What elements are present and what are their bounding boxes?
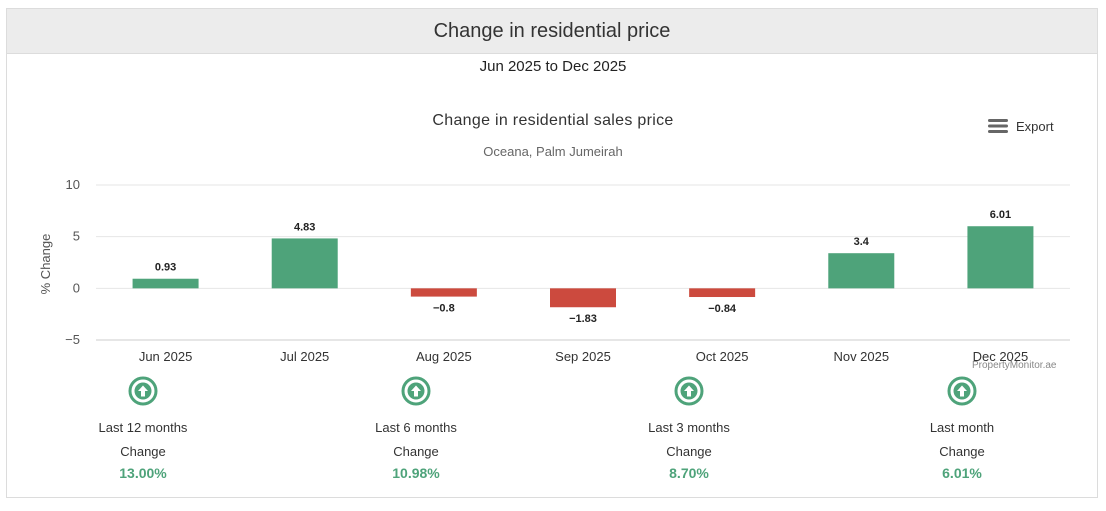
arrow-up-circle-icon: [128, 376, 158, 406]
chart-title: Change in residential sales price: [432, 112, 674, 129]
arrow-up-circle-icon: [947, 376, 977, 406]
data-label: −1.83: [569, 313, 597, 325]
bar: [410, 288, 477, 297]
x-tick-label: Jul 2025: [280, 349, 329, 364]
export-label: Export: [1016, 118, 1054, 134]
stat-last-3-months: Last 3 months Change 8.70%: [599, 376, 779, 481]
stat-period: Last month: [929, 420, 995, 435]
x-tick-label: Oct 2025: [696, 349, 749, 364]
y-axis-label: % Change: [38, 234, 53, 295]
arrow-up-circle-icon: [674, 376, 704, 406]
y-tick-label: 0: [73, 280, 80, 295]
export-button[interactable]: Export: [988, 118, 1054, 134]
stat-label: Change: [393, 444, 439, 459]
stat-label: Change: [939, 444, 985, 459]
stat-value: 6.01%: [942, 465, 982, 481]
x-tick-label: Aug 2025: [416, 349, 472, 364]
data-label: 4.83: [294, 221, 315, 233]
y-tick-label: 10: [66, 177, 80, 192]
y-tick-label: −5: [65, 332, 80, 347]
stat-value: 13.00%: [119, 465, 167, 481]
bar: [689, 288, 756, 298]
price-change-card: Change in residential price: [6, 8, 1098, 498]
stat-value: 8.70%: [669, 465, 709, 481]
stat-label: Change: [666, 444, 712, 459]
x-tick-label: Sep 2025: [555, 349, 611, 364]
stat-last-month: Last month Change 6.01%: [872, 376, 1052, 481]
y-tick-label: 5: [73, 229, 80, 244]
stat-period: Last 3 months: [648, 420, 730, 435]
chart-subtitle: Oceana, Palm Jumeirah: [483, 144, 623, 159]
bar: [550, 288, 616, 308]
x-tick-label: Nov 2025: [833, 349, 889, 364]
credit-text: PropertyMonitor.ae: [972, 360, 1057, 371]
data-label: −0.84: [708, 303, 737, 315]
data-label: 6.01: [990, 209, 1011, 221]
card-title: Change in residential price: [433, 19, 671, 42]
bar: [132, 278, 199, 289]
menu-icon: [988, 119, 1008, 133]
bar: [828, 253, 895, 289]
bar-chart: 10 5 0 −5 0.93 Jun 2025 4.83 Jul 2025 −0.8 Aug 2…: [38, 177, 1070, 364]
stat-last-12-months: Last 12 months Change 13.00%: [53, 376, 233, 481]
stat-value: 10.98%: [392, 465, 440, 481]
card-header: Change in residential price: [7, 9, 1097, 54]
x-tick-label: Jun 2025: [139, 349, 193, 364]
stats-row: Last 12 months Change 13.00% Last 6 mont…: [0, 376, 1106, 481]
bar: [271, 238, 338, 289]
period-range: Jun 2025 to Dec 2025: [479, 58, 627, 75]
stat-label: Change: [120, 444, 166, 459]
bar: [967, 226, 1034, 289]
arrow-up-circle-icon: [401, 376, 431, 406]
stat-period: Last 6 months: [375, 420, 457, 435]
stat-period: Last 12 months: [98, 420, 188, 435]
stat-last-6-months: Last 6 months Change 10.98%: [326, 376, 506, 481]
data-label: −0.8: [433, 303, 455, 315]
data-label: 0.93: [155, 262, 176, 274]
data-label: 3.4: [854, 236, 870, 248]
x-tick-label: Dec 2025: [973, 349, 1029, 364]
